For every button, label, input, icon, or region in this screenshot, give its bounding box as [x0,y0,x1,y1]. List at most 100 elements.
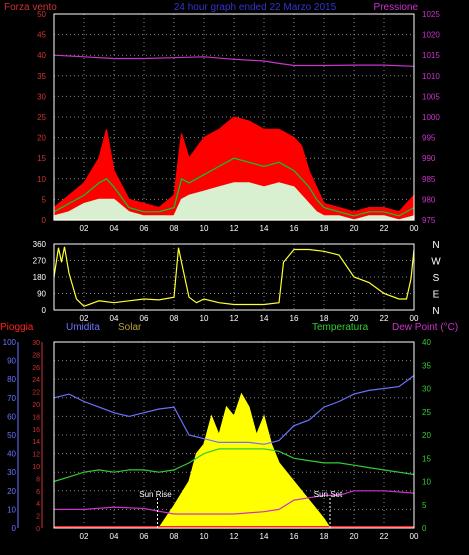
p2-x-tick-label: 08 [170,314,179,323]
p1-left-tick-label: 35 [37,72,46,81]
p3-x-tick-label: 22 [380,532,389,541]
p3-x-tick-label: 00 [410,532,419,541]
p1-right-tick-label: 995 [422,134,436,143]
p3-rain-tick-label: 0 [36,526,40,533]
p2-left-tick-label: 180 [33,273,47,282]
p1-x-tick-label: 18 [320,224,329,233]
page-title: 24 hour graph ended 22 Marzo 2015 [174,2,337,13]
p3-temp-tick-label: 10 [422,478,431,487]
p3-x-tick-label: 14 [260,532,269,541]
p2-compass-label: E [433,290,440,301]
p3-temp-tick-label: 40 [422,338,431,347]
p3-header-label: Solar [118,322,142,333]
p2-x-tick-label: 10 [200,314,209,323]
p2-x-tick-label: 00 [410,314,419,323]
p3-humidity-tick-label: 0 [12,524,17,533]
p3-humidity-tick-label: 70 [7,394,16,403]
p2-compass-label: N [432,240,439,251]
p2-x-tick-label: 12 [230,314,239,323]
pressure-line [53,54,415,67]
p3-rain-tick-label: 14 [32,439,40,446]
p2-left-tick-label: 0 [42,306,47,315]
p3-temp-tick-label: 25 [422,408,431,417]
p1-right-tick-label: 985 [422,175,436,184]
temperature-line [53,448,415,483]
p3-temp-tick-label: 30 [422,385,431,394]
p1-x-tick-label: 08 [170,224,179,233]
p1-x-tick-label: 14 [260,224,269,233]
p3-rain-tick-label: 30 [32,340,40,347]
wind-gust-area [53,116,415,221]
p3-rain-tick-label: 22 [32,390,40,397]
p3-temp-tick-label: 0 [422,524,427,533]
p1-x-tick-label: 04 [110,224,119,233]
left-label: Forza vento [4,2,57,13]
p3-rain-tick-label: 18 [32,414,40,421]
p1-right-tick-label: 1005 [422,92,440,101]
p3-rain-tick-label: 16 [32,427,40,434]
p3-x-tick-label: 08 [170,532,179,541]
p3-header-label: Dew Point (°C) [392,322,458,333]
p1-right-tick-label: 1020 [422,31,440,40]
p1-left-tick-label: 45 [37,31,46,40]
panels: 0510152025303540455097598098599099510001… [0,10,458,541]
p3-x-tick-label: 06 [140,532,149,541]
solar-area [157,392,332,529]
p2-x-tick-label: 20 [350,314,359,323]
p2-x-tick-label: 02 [80,314,89,323]
p3-frame [53,341,415,529]
p1-frame [53,13,415,221]
p3-rain-tick-label: 12 [32,452,40,459]
p2-left-tick-label: 360 [33,240,47,249]
p3-header-label: Pioggia [0,322,34,333]
p2-x-tick-label: 22 [380,314,389,323]
p2-x-tick-label: 04 [110,314,119,323]
p3-header-label: Temperatura [312,322,369,333]
p3-humidity-tick-label: 50 [7,431,16,440]
p1-left-tick-label: 10 [37,175,46,184]
p3-x-tick-label: 12 [230,532,239,541]
p1-x-tick-label: 10 [200,224,209,233]
p3-rain-tick-label: 26 [32,365,40,372]
wind-average-line [53,157,415,217]
p1-left-tick-label: 30 [37,92,46,101]
p2-left-tick-label: 90 [37,290,46,299]
p3-humidity-tick-label: 90 [7,357,16,366]
p1-left-tick-label: 50 [37,10,46,19]
p1-right-tick-label: 990 [422,154,436,163]
p3-x-tick-label: 04 [110,532,119,541]
p3-temp-tick-label: 15 [422,454,431,463]
p2-x-tick-label: 06 [140,314,149,323]
p3-humidity-tick-label: 80 [7,375,16,384]
p2-compass-label: N [432,306,439,317]
p2-compass-label: W [431,257,441,268]
p3-rain-tick-label: 6 [36,489,40,496]
p2-left-tick-label: 270 [33,257,47,266]
p1-left-tick-label: 5 [42,195,47,204]
p3-rain-tick-label: 20 [32,402,40,409]
p3-rain-tick-label: 4 [36,501,40,508]
p1-x-tick-label: 00 [410,224,419,233]
p1-right-tick-label: 975 [422,216,436,225]
dewpoint-line [54,490,415,515]
p3-temp-tick-label: 5 [422,501,427,510]
p2-frame [53,243,415,311]
wind-speed-area [53,182,415,221]
p3-temp-tick-label: 35 [422,361,431,370]
p1-x-tick-label: 12 [230,224,239,233]
p3-humidity-tick-label: 100 [3,338,17,347]
p3-temp-tick-label: 20 [422,431,431,440]
p1-right-tick-label: 980 [422,195,436,204]
p3-humidity-tick-label: 60 [7,412,16,421]
p3-x-tick-label: 16 [290,532,299,541]
p3-rain-tick-label: 2 [36,514,40,521]
sun-annotation-label: Sun Rise [139,490,172,499]
p3-x-tick-label: 20 [350,532,359,541]
p1-x-tick-label: 20 [350,224,359,233]
right-label: Pressione [374,2,419,13]
p3-humidity-tick-label: 30 [7,468,16,477]
p1-left-tick-label: 25 [37,113,46,122]
p1-left-tick-label: 20 [37,134,46,143]
sun-annotation-label: Sun Set [314,490,343,499]
